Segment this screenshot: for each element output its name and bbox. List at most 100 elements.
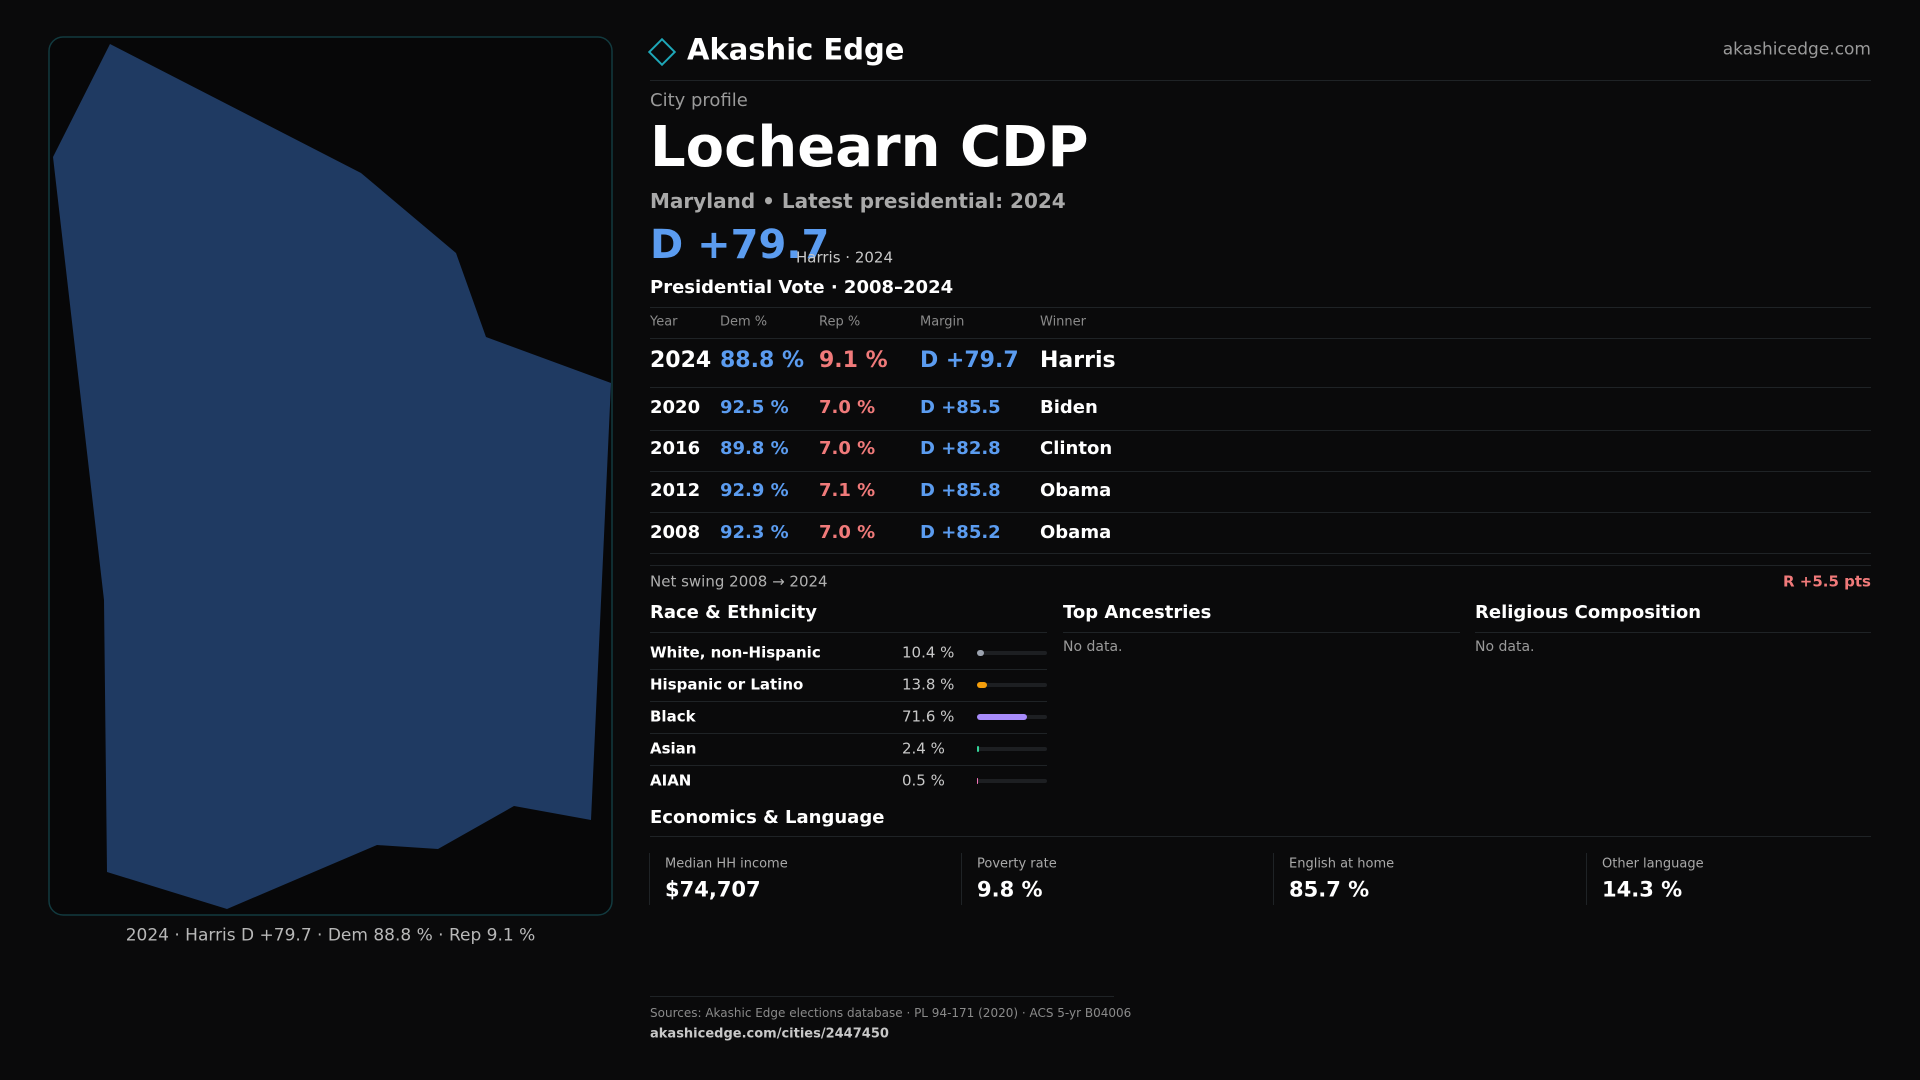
table-cell: D +85.8 (920, 480, 1001, 501)
stat-label: English at home (1289, 856, 1395, 872)
bar-track (977, 779, 1047, 783)
subtitle: Maryland • Latest presidential: 2024 (650, 189, 1066, 213)
divider (650, 553, 1871, 554)
column-header: Dem % (720, 314, 768, 330)
column-header: Year (650, 314, 678, 330)
logo (647, 37, 677, 67)
swing-value: R +5.5 pts (1783, 572, 1871, 591)
stat-value: 85.7 % (1289, 877, 1370, 902)
table-title: Presidential Vote · 2008–2024 (650, 277, 954, 298)
race-name: AIAN (650, 771, 692, 790)
divider (650, 836, 1871, 837)
empty-note: No data. (1063, 639, 1123, 655)
table-cell: D +85.2 (920, 522, 1001, 543)
stat-value: 9.8 % (977, 877, 1043, 902)
column-header: Winner (1040, 314, 1087, 330)
section-title: Religious Composition (1475, 602, 1702, 623)
table-cell: Clinton (1040, 438, 1113, 459)
table-cell: 89.8 % (720, 438, 789, 459)
divider (650, 387, 1871, 388)
race-value: 10.4 % (902, 643, 955, 662)
race-name: White, non-Hispanic (650, 643, 821, 662)
stat-label: Median HH income (665, 856, 788, 872)
divider (650, 733, 1047, 734)
table-cell: 92.3 % (720, 522, 789, 543)
divider (1063, 632, 1460, 633)
race-value: 71.6 % (902, 707, 955, 726)
divider (650, 430, 1871, 431)
card-rule (1273, 853, 1274, 905)
table-cell: Biden (1040, 397, 1098, 418)
section-title: Race & Ethnicity (650, 602, 817, 623)
table-cell: 2016 (650, 438, 701, 459)
divider (650, 471, 1871, 472)
table-cell: 7.0 % (819, 522, 876, 543)
table-cell: 2012 (650, 480, 701, 501)
divider (650, 632, 1047, 633)
table-cell: Obama (1040, 522, 1112, 543)
race-name: Hispanic or Latino (650, 675, 804, 694)
column-header: Margin (920, 314, 965, 330)
race-value: 0.5 % (902, 771, 945, 790)
table-cell: Obama (1040, 480, 1112, 501)
bar (977, 746, 979, 752)
divider (650, 701, 1047, 702)
bar (977, 682, 987, 688)
table-cell: 2024 (650, 348, 712, 373)
site-link[interactable]: akashicedge.com (1722, 39, 1871, 60)
table-cell: 9.1 % (819, 348, 888, 373)
divider (650, 565, 1871, 566)
table-cell: D +82.8 (920, 438, 1001, 459)
card-rule (1586, 853, 1587, 905)
header-rule (650, 80, 1871, 81)
table-cell: D +85.5 (920, 397, 1001, 418)
table-cell: 2020 (650, 397, 701, 418)
divider (1475, 632, 1871, 633)
divider (650, 307, 1871, 308)
stat-value: $74,707 (665, 877, 761, 902)
race-value: 13.8 % (902, 675, 955, 694)
table-cell: D +79.7 (920, 348, 1019, 373)
map-caption: 2024 · Harris D +79.7 · Dem 88.8 % · Rep… (125, 925, 536, 946)
page-url[interactable]: akashicedge.com/cities/2447450 (650, 1026, 889, 1042)
bar-track (977, 747, 1047, 751)
bar-track (977, 683, 1047, 687)
table-cell: 7.0 % (819, 438, 876, 459)
column-header: Rep % (819, 314, 861, 330)
swing-label: Net swing 2008 → 2024 (650, 572, 828, 591)
table-cell: 7.0 % (819, 397, 876, 418)
stat-label: Poverty rate (977, 856, 1057, 872)
empty-note: No data. (1475, 639, 1535, 655)
divider (650, 765, 1047, 766)
eyebrow: City profile (650, 90, 748, 111)
sources: Sources: Akashic Edge elections database… (650, 1006, 1132, 1020)
bar (977, 714, 1028, 720)
section-title: Economics & Language (650, 807, 885, 828)
race-name: Black (650, 707, 696, 726)
divider (650, 338, 1871, 339)
bar (977, 650, 985, 656)
race-value: 2.4 % (902, 739, 945, 758)
table-cell: Harris (1040, 348, 1116, 373)
table-cell: 92.9 % (720, 480, 789, 501)
brand: Akashic Edge (687, 32, 905, 67)
table-cell: 88.8 % (720, 348, 804, 373)
bar-track (977, 651, 1047, 655)
table-cell: 2008 (650, 522, 701, 543)
race-name: Asian (650, 739, 697, 758)
card-rule (961, 853, 962, 905)
divider (650, 669, 1047, 670)
city-name: Lochearn CDP (650, 115, 1089, 180)
table-cell: 7.1 % (819, 480, 876, 501)
margin: D +79.7 (650, 222, 830, 268)
card-rule (649, 853, 650, 905)
stat-value: 14.3 % (1602, 877, 1683, 902)
margin-note: Harris · 2024 (796, 248, 894, 267)
section-title: Top Ancestries (1063, 602, 1212, 623)
divider (650, 996, 1114, 997)
city-boundary (53, 44, 611, 909)
table-cell: 92.5 % (720, 397, 789, 418)
divider (650, 512, 1871, 513)
